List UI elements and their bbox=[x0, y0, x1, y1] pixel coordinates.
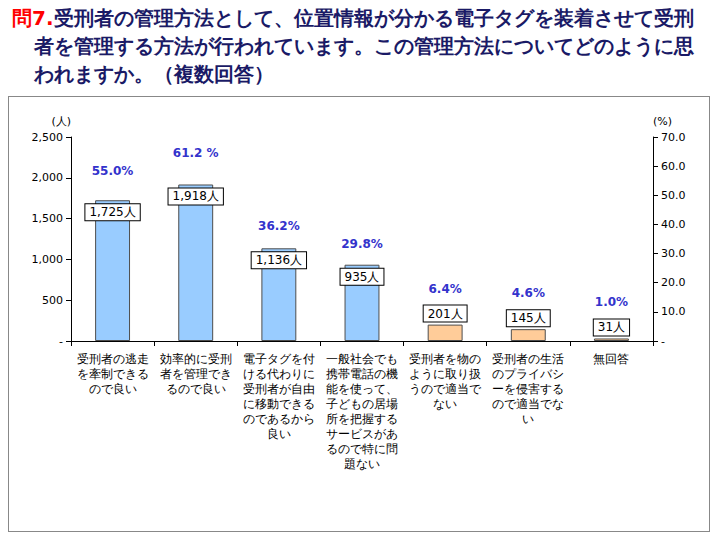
svg-text:サービスがあ: サービスがあ bbox=[326, 427, 398, 441]
svg-text:36.2%: 36.2% bbox=[258, 219, 300, 233]
svg-text:題ない: 題ない bbox=[344, 457, 380, 471]
svg-text:30.0: 30.0 bbox=[661, 247, 686, 260]
svg-text:い: い bbox=[522, 412, 534, 426]
svg-text:31人: 31人 bbox=[598, 320, 625, 334]
svg-text:1,136人: 1,136人 bbox=[256, 253, 302, 267]
svg-text:61.2 %: 61.2 % bbox=[173, 146, 219, 160]
svg-text:2,000: 2,000 bbox=[32, 171, 64, 184]
svg-text:効率的に受刑: 効率的に受刑 bbox=[160, 352, 232, 366]
svg-text:のプライバシ: のプライバシ bbox=[492, 367, 564, 381]
svg-text:受刑者の逃走: 受刑者の逃走 bbox=[77, 352, 149, 366]
svg-text:のであるから: のであるから bbox=[243, 412, 315, 426]
svg-text:電子タグを付: 電子タグを付 bbox=[243, 352, 315, 366]
svg-text:1,725人: 1,725人 bbox=[89, 205, 135, 219]
svg-text:ので良い: ので良い bbox=[89, 382, 137, 396]
svg-text:29.8%: 29.8% bbox=[341, 237, 383, 251]
svg-text:40.0: 40.0 bbox=[661, 218, 686, 231]
svg-text:ない: ない bbox=[433, 397, 457, 411]
svg-text:145人: 145人 bbox=[511, 311, 546, 325]
svg-text:500: 500 bbox=[42, 294, 63, 307]
svg-text:を牽制できる: を牽制できる bbox=[77, 367, 149, 381]
svg-text:-: - bbox=[59, 335, 63, 348]
svg-text:ける代わりに: ける代わりに bbox=[243, 367, 315, 381]
svg-text:55.0%: 55.0% bbox=[92, 164, 134, 178]
svg-text:2,500: 2,500 bbox=[32, 131, 64, 144]
svg-text:能を使って、: 能を使って、 bbox=[326, 382, 398, 396]
svg-text:ーを侵害する: ーを侵害する bbox=[492, 382, 564, 396]
svg-text:1.0%: 1.0% bbox=[595, 295, 628, 309]
svg-text:うので適当で: うので適当で bbox=[409, 382, 482, 396]
svg-text:70.0: 70.0 bbox=[661, 131, 686, 144]
svg-text:-: - bbox=[661, 335, 665, 348]
svg-text:所を把握する: 所を把握する bbox=[326, 412, 398, 426]
svg-text:(%): (%) bbox=[653, 115, 672, 128]
svg-text:に移動できる: に移動できる bbox=[243, 397, 315, 411]
svg-text:ように取り扱: ように取り扱 bbox=[409, 367, 481, 381]
svg-text:(人): (人) bbox=[51, 115, 71, 128]
html-text:問7.受刑者の管理方法として、位置情報が分かる電子タグを装着: 問7.受刑者の管理方法として、位置情報が分かる電子タグを装着させて受刑者を管理す… bbox=[12, 6, 694, 86]
svg-text:10.0: 10.0 bbox=[661, 305, 686, 318]
svg-text:良い: 良い bbox=[267, 427, 291, 441]
svg-text:受刑者を物の: 受刑者を物の bbox=[409, 352, 481, 366]
svg-text:50.0: 50.0 bbox=[661, 189, 686, 202]
svg-text:60.0: 60.0 bbox=[661, 160, 686, 173]
svg-text:子どもの居場: 子どもの居場 bbox=[326, 397, 398, 411]
svg-text:携帯電話の機: 携帯電話の機 bbox=[326, 367, 398, 381]
svg-text:20.0: 20.0 bbox=[661, 276, 686, 289]
svg-text:4.6%: 4.6% bbox=[512, 286, 545, 300]
svg-text:るので特に問: るので特に問 bbox=[326, 442, 398, 456]
svg-text:るので良い: るので良い bbox=[166, 382, 226, 396]
svg-text:935人: 935人 bbox=[345, 270, 380, 284]
svg-text:1,000: 1,000 bbox=[32, 253, 64, 266]
svg-text:一般社会でも: 一般社会でも bbox=[326, 352, 398, 366]
svg-text:ので適当でな: ので適当でな bbox=[492, 397, 564, 411]
svg-text:受刑者が自由: 受刑者が自由 bbox=[243, 382, 315, 396]
svg-text:1,918人: 1,918人 bbox=[173, 189, 219, 203]
svg-text:者を管理でき: 者を管理でき bbox=[160, 367, 232, 381]
svg-text:6.4%: 6.4% bbox=[429, 282, 462, 296]
svg-text:無回答: 無回答 bbox=[593, 352, 629, 366]
svg-text:1,500: 1,500 bbox=[32, 212, 64, 225]
svg-text:受刑者の生活: 受刑者の生活 bbox=[492, 352, 564, 366]
svg-text:201人: 201人 bbox=[428, 307, 463, 321]
